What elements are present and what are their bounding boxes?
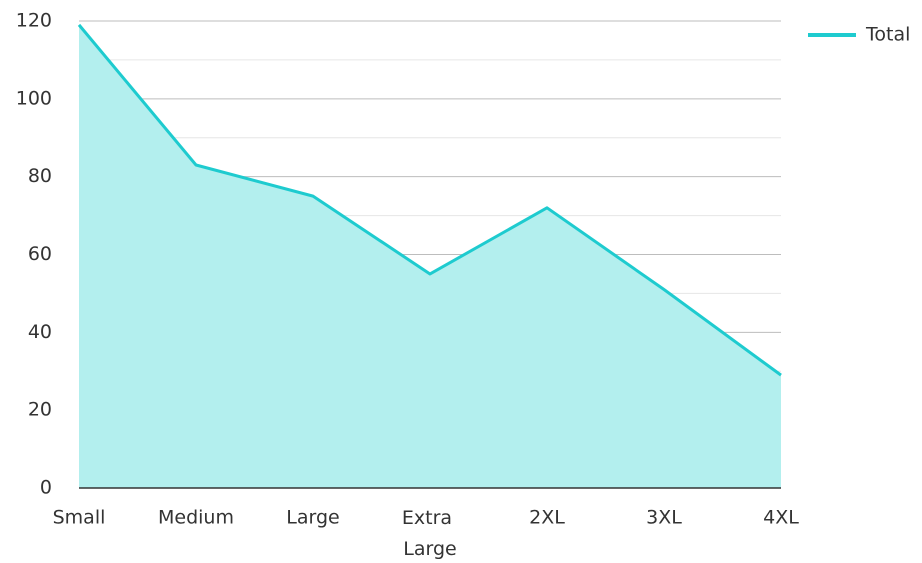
x-tick-label: 2XL: [529, 507, 565, 529]
x-tick-label: Extra Large: [402, 507, 458, 560]
x-tick-label: 4XL: [763, 507, 799, 529]
area-fill: [79, 24, 781, 489]
y-tick-label: 60: [28, 243, 52, 265]
x-tick-label: 3XL: [646, 507, 682, 529]
area-line: [77, 23, 782, 377]
y-tick-label: 100: [16, 87, 52, 109]
y-tick-label: 40: [28, 321, 52, 343]
y-tick-label: 0: [40, 477, 52, 499]
y-tick-label: 120: [16, 10, 52, 32]
y-tick-label: 80: [28, 165, 52, 187]
x-tick-label: Medium: [158, 507, 234, 529]
x-tick-label: Large: [286, 507, 339, 529]
legend-label: Total: [865, 24, 910, 46]
y-tick-label: 20: [28, 399, 52, 421]
x-tick-label: Small: [53, 507, 106, 529]
